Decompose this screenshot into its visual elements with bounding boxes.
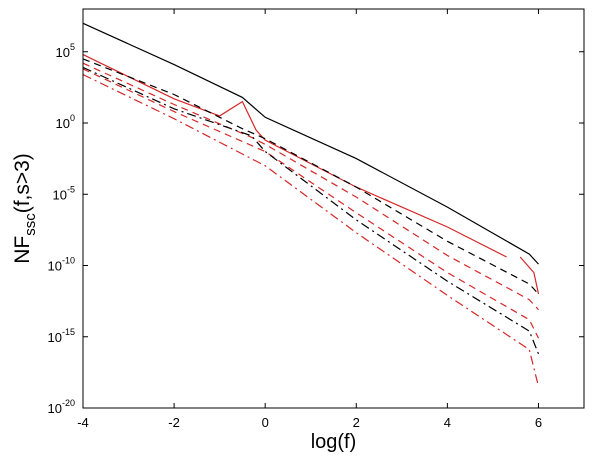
series-line-2 — [82, 54, 507, 258]
y-tick-exponent: 0 — [70, 113, 75, 123]
y-tick-base: 10 — [53, 187, 67, 202]
y-tick-exponent: -15 — [62, 327, 75, 337]
x-axis-ticks: -4 -2 0 2 4 6 — [77, 9, 542, 430]
y-tick-base: 10 — [56, 45, 70, 60]
series-line-5 — [82, 62, 539, 311]
series-line-7 — [82, 66, 540, 355]
series-line-3 — [519, 256, 540, 295]
series-line-1 — [82, 22, 539, 265]
series-line-6 — [82, 68, 540, 339]
x-tick-label: 6 — [535, 415, 542, 430]
y-axis-title-sub: ssc — [22, 213, 39, 236]
y-tick-label: 10-15 — [48, 327, 75, 345]
y-tick-base: 10 — [48, 330, 62, 345]
x-tick-label: -4 — [77, 415, 89, 430]
x-tick-label: 2 — [353, 415, 360, 430]
y-axis-title: NFssc(f,s>3) — [11, 153, 39, 264]
series-layer — [82, 22, 540, 387]
y-tick-exponent: -20 — [62, 398, 75, 408]
y-tick-exponent: -10 — [62, 256, 75, 266]
y-tick-exponent: 5 — [70, 42, 75, 52]
y-tick-base: 10 — [48, 259, 62, 274]
x-tick-label: 4 — [444, 415, 451, 430]
y-tick-label: 105 — [56, 42, 75, 60]
y-tick-base: 10 — [48, 401, 62, 416]
series-line-4 — [82, 58, 539, 295]
x-tick-label: -2 — [168, 415, 180, 430]
y-tick-base: 10 — [56, 116, 70, 131]
series-line-8 — [82, 74, 540, 387]
y-tick-exponent: -5 — [67, 184, 75, 194]
x-tick-label: 0 — [262, 415, 269, 430]
y-axis-title-rest: (f,s>3) — [11, 153, 34, 213]
y-tick-label: 10-10 — [48, 256, 75, 274]
x-axis-title: log(f) — [311, 431, 357, 453]
y-tick-label: 100 — [56, 113, 75, 131]
y-tick-label: 10-5 — [53, 184, 75, 202]
plot-frame — [82, 8, 585, 409]
y-axis-title-main: NF — [11, 236, 34, 264]
y-tick-label: 10-20 — [48, 398, 75, 416]
